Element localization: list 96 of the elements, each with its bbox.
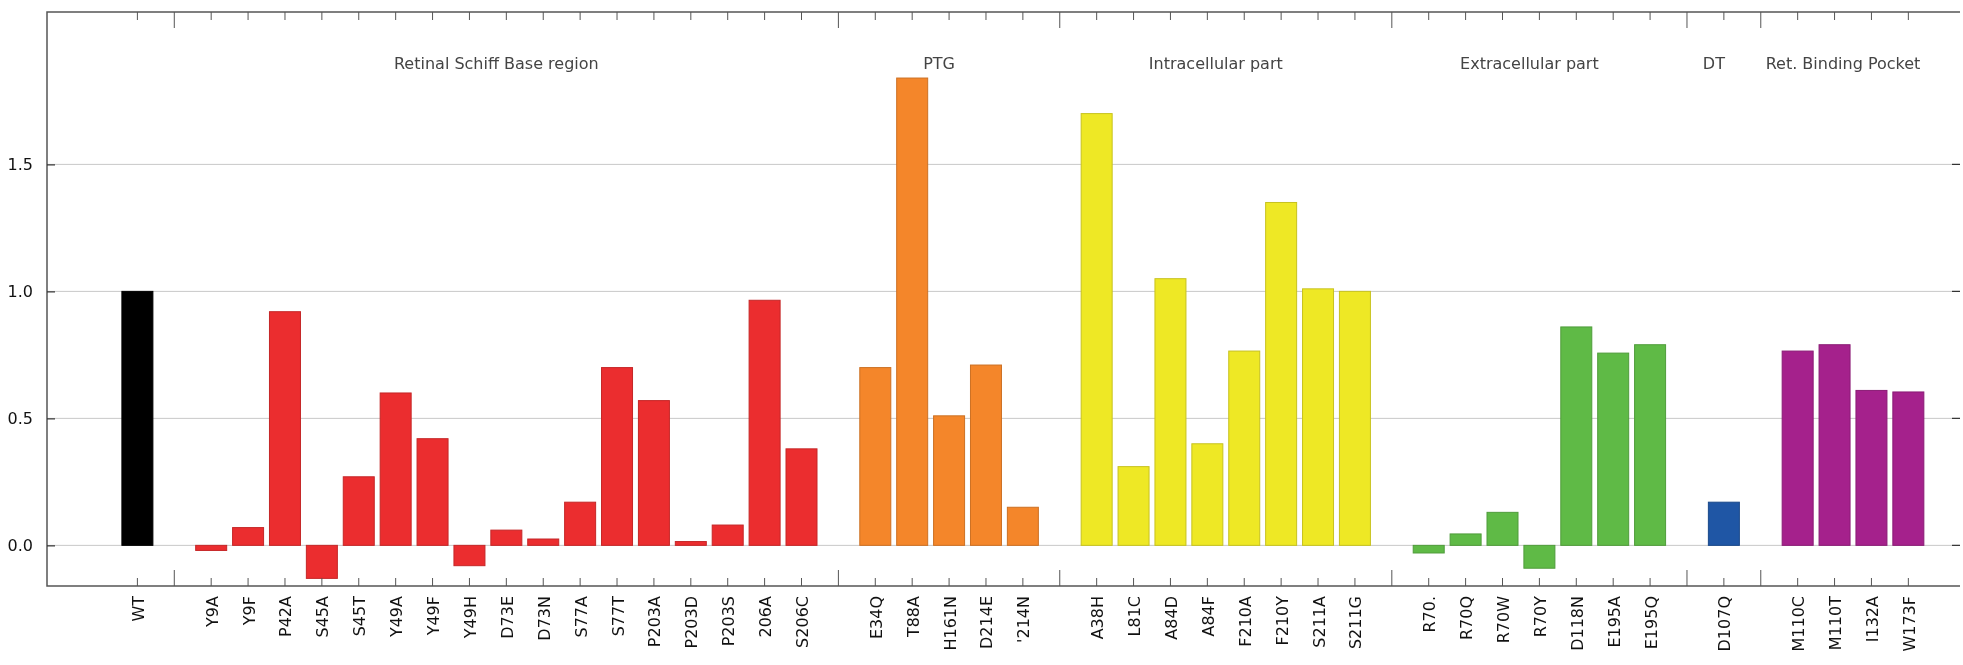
x-tick-label: Y49H xyxy=(460,596,480,640)
x-tick-label: '214N xyxy=(1014,596,1034,643)
bar xyxy=(1265,201,1298,546)
bar xyxy=(1412,544,1445,554)
x-tick-label: T88A xyxy=(903,595,923,639)
x-tick-label: H161N xyxy=(940,596,960,651)
x-tick-label: Y9F xyxy=(239,596,259,627)
bar xyxy=(342,476,375,546)
x-tick-label: Y9A xyxy=(202,595,222,628)
bar xyxy=(933,415,966,546)
bar xyxy=(969,364,1002,546)
bar xyxy=(379,392,412,546)
x-tick-label: R70. xyxy=(1420,596,1440,633)
bar xyxy=(416,438,449,546)
x-tick-label: WT xyxy=(128,595,148,622)
x-tick-label: S77T xyxy=(608,595,628,637)
bar xyxy=(1302,288,1335,546)
bar xyxy=(785,448,818,546)
bar xyxy=(1781,350,1814,546)
bar xyxy=(195,544,228,551)
bar xyxy=(1486,511,1519,546)
x-tick-label: S206C xyxy=(793,596,812,648)
x-tick-label: A84F xyxy=(1198,596,1218,637)
bar xyxy=(711,524,744,546)
x-tick-label: D73N xyxy=(534,596,554,641)
x-tick-label: D107Q xyxy=(1715,596,1735,652)
x-tick-label: D73E xyxy=(497,596,517,639)
bar xyxy=(1560,326,1593,546)
annotation: Retinal Schiff Base region xyxy=(393,53,599,73)
x-tick-label: P42A xyxy=(276,595,296,637)
bar xyxy=(1228,350,1261,546)
x-tick-label: Y49F xyxy=(424,596,444,637)
x-tick-label: F210Y xyxy=(1272,595,1292,646)
bar xyxy=(268,311,301,546)
bar xyxy=(1338,290,1371,546)
x-tick-label: P203S xyxy=(719,596,739,647)
bar xyxy=(564,501,597,546)
bar xyxy=(453,544,486,567)
y-tick-label: 0.0 xyxy=(7,535,33,555)
x-tick-label: A38H xyxy=(1088,596,1108,640)
x-tick-label: S211G xyxy=(1346,596,1366,650)
bar xyxy=(1191,443,1224,546)
x-tick-label: M110C xyxy=(1789,596,1809,652)
annotation: Intracellular part xyxy=(1148,53,1283,73)
x-tick-label: S77A xyxy=(571,595,591,638)
x-tick-label: P203A xyxy=(645,595,665,648)
bar xyxy=(1117,466,1150,546)
bar xyxy=(859,367,892,546)
x-tick-label: E34Q xyxy=(866,596,886,640)
x-tick-label: S45A xyxy=(313,595,333,638)
annotation: PTG xyxy=(923,53,955,73)
annotation: Ret. Binding Pocket xyxy=(1765,53,1921,73)
x-tick-label: F210A xyxy=(1235,595,1255,647)
bar xyxy=(1597,352,1630,546)
bar xyxy=(748,299,781,546)
bar xyxy=(121,290,154,546)
bar xyxy=(1818,344,1851,546)
bar xyxy=(1855,389,1888,546)
bar xyxy=(305,544,338,579)
x-tick-label: R70Q xyxy=(1457,596,1477,641)
bar xyxy=(527,538,560,546)
x-tick-label: M110T xyxy=(1826,595,1846,651)
x-tick-label: W173F xyxy=(1899,596,1919,652)
x-tick-label: E195A xyxy=(1604,595,1624,648)
y-tick-label: 1.0 xyxy=(7,282,33,301)
bar xyxy=(1080,113,1113,546)
x-tick-label: A84D xyxy=(1161,596,1181,640)
x-tick-label: S45T xyxy=(350,595,370,637)
x-tick-label: 206A xyxy=(756,595,776,638)
bar xyxy=(1707,501,1740,546)
bar xyxy=(674,541,707,546)
x-tick-label: R70Y xyxy=(1530,595,1550,638)
x-tick-label: L81C xyxy=(1125,596,1145,637)
bar xyxy=(1006,506,1039,546)
x-tick-label: Y49A xyxy=(387,595,407,639)
annotation: Extracellular part xyxy=(1460,53,1599,73)
x-tick-label: R70W xyxy=(1494,595,1513,644)
bar xyxy=(1892,391,1925,546)
bar xyxy=(637,400,670,546)
bar xyxy=(1154,278,1187,546)
x-tick-label: P203D xyxy=(682,596,702,649)
bar xyxy=(1523,544,1556,569)
x-tick-label: S211A xyxy=(1309,595,1329,648)
bar xyxy=(1449,533,1482,546)
bar xyxy=(232,527,265,546)
annotation: DT xyxy=(1702,53,1726,73)
x-tick-label: E195Q xyxy=(1641,596,1661,650)
y-tick-label: 1.5 xyxy=(7,155,33,175)
x-tick-label: D214E xyxy=(977,596,997,649)
bar xyxy=(1634,344,1667,546)
y-tick-label: 0.5 xyxy=(7,408,33,428)
bar xyxy=(896,77,929,546)
x-tick-label: D118N xyxy=(1567,596,1587,651)
bar xyxy=(490,529,523,546)
bar xyxy=(601,367,634,546)
x-tick-label: I132A xyxy=(1862,595,1882,643)
